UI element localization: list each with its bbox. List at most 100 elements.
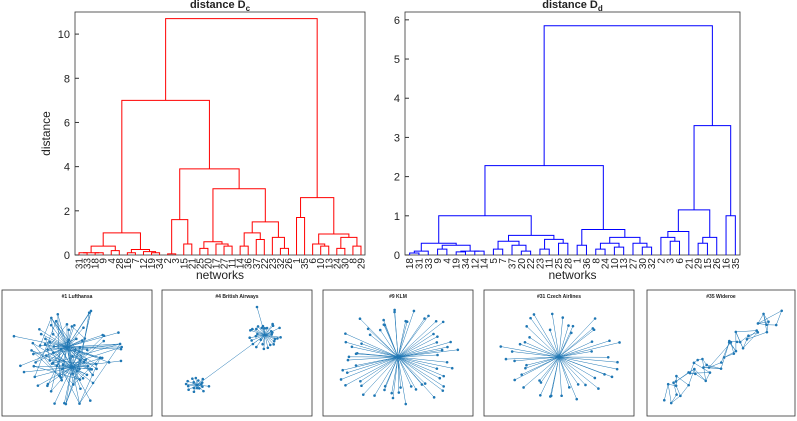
dendrogram-link (102, 232, 141, 250)
network-edge (342, 356, 399, 371)
network-node (263, 333, 267, 337)
dendrogram-link (352, 245, 362, 255)
network-node (705, 363, 708, 367)
network-node (404, 402, 408, 406)
network-node (80, 339, 84, 342)
x-tick-label: 37 (252, 258, 263, 270)
network-edge (558, 356, 570, 388)
network-edge (397, 356, 426, 384)
dendrogram-link (511, 244, 527, 255)
network-edge (384, 325, 399, 358)
network-node (361, 393, 365, 396)
dendrogram-link (255, 239, 265, 255)
network-node (693, 367, 696, 371)
x-tick-label: 36 (244, 258, 255, 270)
dendrogram-link (543, 25, 713, 166)
network-node (767, 320, 770, 324)
network-edge (49, 360, 97, 365)
network-node (359, 379, 362, 383)
network-node (278, 326, 281, 330)
network-node (525, 325, 528, 328)
network-node (393, 310, 396, 314)
dendrogram-link (212, 188, 266, 242)
network-edge (668, 383, 677, 387)
network-node (704, 379, 708, 383)
network-node (539, 393, 542, 397)
network-edge (397, 356, 448, 363)
network-node (117, 331, 120, 334)
network-edge (763, 313, 769, 322)
network-edge (552, 313, 560, 358)
network-node (719, 367, 723, 370)
network-node (249, 329, 252, 332)
network-edge (32, 342, 62, 381)
network-node (432, 396, 436, 399)
network-node (539, 381, 543, 384)
network-node (32, 364, 36, 368)
network-edge (550, 356, 560, 397)
x-tick-label: 19 (147, 258, 158, 270)
network-edge (763, 313, 767, 325)
network-edge (46, 355, 92, 370)
network-node (692, 361, 696, 365)
network-node (435, 367, 439, 370)
network-edge (539, 356, 560, 381)
network-node (523, 340, 527, 344)
network-edge (742, 332, 759, 349)
network-node (38, 327, 41, 331)
dendrogram-link (420, 242, 457, 252)
x-tick-label: 28 (563, 258, 574, 270)
network-edge (558, 318, 596, 358)
network-edge (264, 325, 274, 336)
network-node (397, 391, 401, 394)
network-node (89, 309, 93, 313)
network-node (350, 345, 354, 349)
network-node (273, 337, 277, 341)
network-node (593, 376, 597, 380)
dendrogram-link (576, 244, 587, 255)
x-tick-label: 34 (461, 258, 472, 270)
network-node (346, 358, 350, 362)
network-node (590, 350, 593, 353)
dendrogram-link (199, 247, 209, 255)
network-node (60, 347, 63, 351)
network-node (194, 376, 198, 380)
network-node (610, 375, 614, 379)
network-edge (347, 356, 399, 361)
network-edge (540, 356, 560, 383)
network-edge (521, 356, 560, 375)
network-panel (646, 289, 796, 417)
network-node (687, 383, 690, 387)
network-node (445, 360, 449, 364)
network-node (78, 367, 81, 371)
network-node (366, 327, 370, 331)
network-node (606, 355, 610, 359)
network-edge (708, 367, 722, 369)
dendrogram-link (223, 245, 233, 255)
dendrogram-link (203, 241, 223, 249)
network-node (347, 355, 351, 359)
network-edge (66, 346, 73, 368)
network-node (569, 331, 573, 335)
network-node (719, 361, 723, 364)
network-edge (757, 313, 764, 324)
network-edge (746, 331, 767, 340)
dendrogram-link (296, 216, 306, 255)
network-node (674, 384, 678, 388)
network-node (49, 389, 53, 393)
x-tick-label: 34 (155, 258, 166, 270)
network-node (360, 384, 363, 388)
title-main: distance D (542, 0, 598, 11)
x-tick-label: 29 (694, 258, 705, 270)
network-edge (34, 321, 57, 377)
network-node (19, 364, 22, 368)
network-node (187, 388, 190, 392)
x-tick-label: 33 (424, 258, 435, 270)
network-node (584, 383, 587, 387)
network-edge (53, 343, 121, 353)
network-node (427, 314, 430, 318)
network-edge (79, 343, 121, 404)
network-node (672, 381, 675, 384)
x-tick-label: 26 (284, 258, 295, 270)
